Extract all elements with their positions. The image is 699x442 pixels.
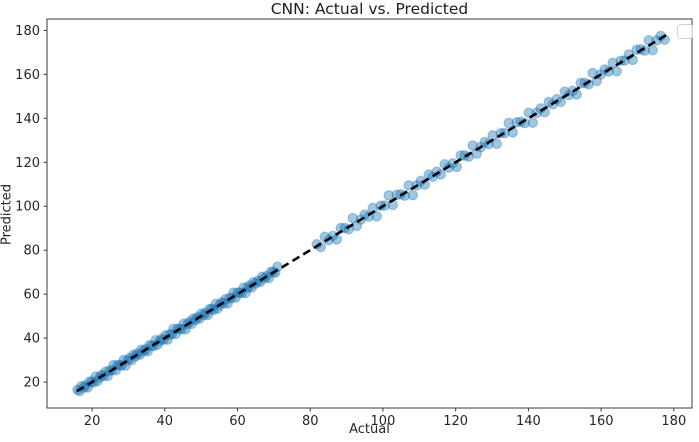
x-tick-label: 40 bbox=[157, 414, 174, 429]
scatter-point bbox=[527, 117, 539, 129]
scatter-point bbox=[331, 234, 343, 245]
scatter-point bbox=[467, 140, 479, 151]
scatter-point bbox=[383, 190, 395, 201]
scatter-point bbox=[347, 212, 359, 224]
scatter-point bbox=[611, 66, 623, 77]
x-tick-label: 100 bbox=[371, 414, 396, 429]
scatter-point bbox=[607, 57, 619, 69]
y-tick-label: 140 bbox=[15, 112, 40, 127]
y-tick-label: 120 bbox=[15, 156, 40, 171]
y-tick-label: 20 bbox=[23, 376, 40, 391]
scatter-point bbox=[587, 67, 599, 79]
x-tick-label: 80 bbox=[302, 414, 319, 429]
x-axis-label: Actual bbox=[349, 422, 390, 437]
scatter-point bbox=[371, 211, 383, 222]
y-tick-label: 100 bbox=[15, 200, 40, 215]
y-tick-label: 40 bbox=[23, 332, 40, 347]
scatter-point bbox=[503, 117, 515, 129]
scatter-point bbox=[339, 222, 351, 234]
scatter-point bbox=[647, 44, 659, 56]
scatter-point bbox=[238, 282, 249, 293]
identity-line bbox=[76, 32, 670, 393]
y-tick-label: 60 bbox=[23, 288, 40, 303]
scatter-point bbox=[124, 352, 135, 364]
x-tick-label: 160 bbox=[589, 414, 614, 429]
y-tick-label: 180 bbox=[15, 24, 40, 39]
x-tick-label: 180 bbox=[661, 414, 686, 429]
y-tick-label: 160 bbox=[15, 68, 40, 83]
x-tick-label: 120 bbox=[443, 414, 468, 429]
legend-box bbox=[677, 24, 693, 39]
x-tick-label: 20 bbox=[84, 414, 101, 429]
scatter-point bbox=[407, 189, 419, 201]
scatter-point bbox=[451, 161, 463, 173]
x-tick-label: 60 bbox=[229, 414, 246, 429]
scatter-point bbox=[447, 158, 459, 169]
scatter-point bbox=[146, 340, 158, 351]
scatter-point bbox=[202, 309, 214, 321]
scatter-point bbox=[156, 333, 167, 345]
chart-title: CNN: Actual vs. Predicted bbox=[270, 0, 469, 18]
y-tick-label: 80 bbox=[23, 244, 40, 259]
y-axis-label: Predicted bbox=[0, 183, 15, 246]
scatter-point bbox=[491, 138, 503, 150]
scatter-point bbox=[176, 324, 187, 335]
x-tick-label: 140 bbox=[516, 414, 541, 429]
